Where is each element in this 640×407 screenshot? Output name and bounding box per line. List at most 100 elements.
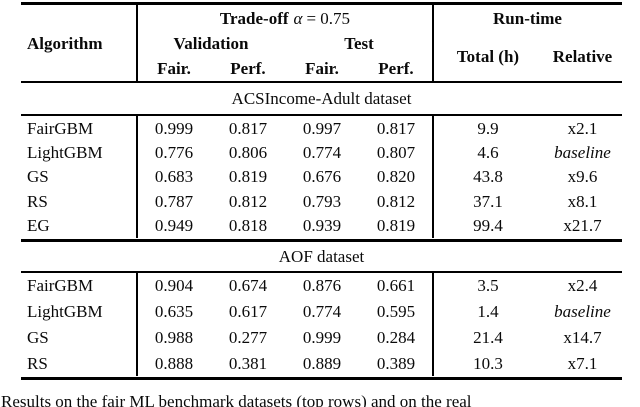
col-header-test-perf: Perf.: [378, 58, 414, 78]
table-row: GS 0.988 0.277 0.999 0.284 21.4 x14.7: [21, 329, 622, 346]
cell-algorithm: FairGBM: [27, 276, 94, 296]
cell-test-perf: 0.661: [376, 276, 416, 296]
cell-test-fair: 0.889: [302, 353, 342, 373]
cell-val-perf: 0.617: [228, 302, 268, 322]
alpha-value: = 0.75: [306, 8, 351, 28]
section-title-acsincome: ACSIncome-Adult dataset: [231, 88, 412, 108]
cell-relative: x7.1: [567, 353, 598, 373]
cell-val-fair: 0.904: [154, 276, 194, 296]
cell-relative: x21.7: [563, 216, 602, 236]
col-header-relative: Relative: [552, 46, 613, 66]
cell-relative: x8.1: [567, 191, 598, 211]
cell-test-fair: 0.997: [302, 118, 342, 138]
cell-relative-baseline: baseline: [554, 143, 611, 163]
cell-test-fair: 0.793: [302, 191, 342, 211]
cell-val-perf: 0.806: [228, 143, 268, 163]
table-row: FairGBM 0.999 0.817 0.997 0.817 9.9 x2.1: [21, 120, 622, 137]
cell-val-perf: 0.381: [228, 353, 268, 373]
header-bottom-rule: [21, 81, 622, 83]
cell-val-fair: 0.888: [154, 353, 194, 373]
cell-algorithm: RS: [27, 191, 48, 211]
cell-algorithm: GS: [27, 167, 49, 187]
cell-val-fair: 0.787: [154, 191, 194, 211]
col-header-total-hours: Total (h): [456, 46, 520, 66]
cell-val-fair: 0.999: [154, 118, 194, 138]
col-group-tradeoff: Trade-off α = 0.75: [137, 5, 433, 31]
col-header-validation-fair: Fair.: [157, 58, 191, 78]
table-row: EG 0.949 0.818 0.939 0.819 99.4 x21.7: [21, 217, 622, 234]
alpha-symbol: α: [293, 8, 303, 28]
cell-total-hours: 10.3: [473, 353, 503, 373]
cell-total-hours: 43.8: [473, 167, 503, 187]
cell-test-perf: 0.595: [376, 302, 416, 322]
cell-relative: x2.4: [567, 276, 598, 296]
col-group-validation: Validation: [173, 33, 249, 53]
col-header-algorithm: Algorithm: [27, 33, 103, 53]
figure-caption: Results on the fair ML benchmark dataset…: [1, 392, 472, 407]
table-row: LightGBM 0.776 0.806 0.774 0.807 4.6 bas…: [21, 144, 622, 161]
cell-test-fair: 0.676: [302, 167, 342, 187]
col-header-validation-perf: Perf.: [230, 58, 266, 78]
table-row: RS 0.888 0.381 0.889 0.389 10.3 x7.1: [21, 355, 622, 372]
cell-val-fair: 0.949: [154, 216, 194, 236]
col-group-test: Test: [344, 33, 374, 53]
body-vertical-rule-right: [432, 116, 434, 238]
cell-val-perf: 0.817: [228, 118, 268, 138]
cell-test-perf: 0.807: [376, 143, 416, 163]
section-acsincome-rows: FairGBM 0.999 0.817 0.997 0.817 9.9 x2.1…: [21, 116, 622, 238]
cell-total-hours: 99.4: [473, 216, 503, 236]
cell-val-fair: 0.988: [154, 327, 194, 347]
header-vertical-rule-right: [432, 5, 434, 81]
cell-algorithm: FairGBM: [27, 118, 94, 138]
cell-total-hours: 4.6: [477, 143, 499, 163]
cell-test-fair: 0.999: [302, 327, 342, 347]
cell-test-perf: 0.812: [376, 191, 416, 211]
cell-total-hours: 9.9: [477, 118, 499, 138]
cell-test-perf: 0.284: [376, 327, 416, 347]
section-title-aof: AOF dataset: [278, 246, 365, 266]
cell-val-perf: 0.812: [228, 191, 268, 211]
section-aof-rows: FairGBM 0.904 0.674 0.876 0.661 3.5 x2.4…: [21, 273, 622, 376]
table-row: LightGBM 0.635 0.617 0.774 0.595 1.4 bas…: [21, 303, 622, 320]
table-header: Algorithm Trade-off α = 0.75 Run-time Va…: [21, 5, 622, 81]
table-row: FairGBM 0.904 0.674 0.876 0.661 3.5 x2.4: [21, 277, 622, 294]
cell-total-hours: 1.4: [477, 302, 499, 322]
cell-test-fair: 0.774: [302, 302, 342, 322]
section1-rule: [21, 114, 622, 116]
cell-val-perf: 0.277: [228, 327, 268, 347]
col-group-runtime: Run-time: [493, 8, 562, 28]
cell-relative-baseline: baseline: [554, 302, 611, 322]
cell-algorithm: LightGBM: [27, 143, 103, 163]
cell-val-fair: 0.683: [154, 167, 194, 187]
section-divider-rule: [21, 239, 622, 242]
cell-algorithm: LightGBM: [27, 302, 103, 322]
cell-test-perf: 0.389: [376, 353, 416, 373]
cell-total-hours: 37.1: [473, 191, 503, 211]
cell-test-fair: 0.774: [302, 143, 342, 163]
cell-relative: x14.7: [563, 327, 602, 347]
tradeoff-label: Trade-off: [219, 8, 289, 28]
header-vertical-rule-left: [136, 5, 138, 81]
cell-total-hours: 21.4: [473, 327, 503, 347]
cell-val-perf: 0.674: [228, 276, 268, 296]
cell-val-fair: 0.635: [154, 302, 194, 322]
cell-algorithm: EG: [27, 216, 50, 236]
cell-val-perf: 0.818: [228, 216, 268, 236]
table-bottom-rule: [21, 377, 622, 380]
table-top-rule: [21, 2, 622, 5]
cell-algorithm: RS: [27, 353, 48, 373]
table-row: GS 0.683 0.819 0.676 0.820 43.8 x9.6: [21, 168, 622, 185]
cell-test-fair: 0.939: [302, 216, 342, 236]
cell-algorithm: GS: [27, 327, 49, 347]
cell-test-perf: 0.819: [376, 216, 416, 236]
cell-total-hours: 3.5: [477, 276, 499, 296]
section2-rule: [21, 271, 622, 273]
col-header-test-fair: Fair.: [305, 58, 339, 78]
cell-test-fair: 0.876: [302, 276, 342, 296]
cell-val-fair: 0.776: [154, 143, 194, 163]
cell-relative: x9.6: [567, 167, 598, 187]
body-vertical-rule-right: [432, 273, 434, 376]
cell-test-perf: 0.817: [376, 118, 416, 138]
body-vertical-rule-left: [136, 273, 138, 376]
